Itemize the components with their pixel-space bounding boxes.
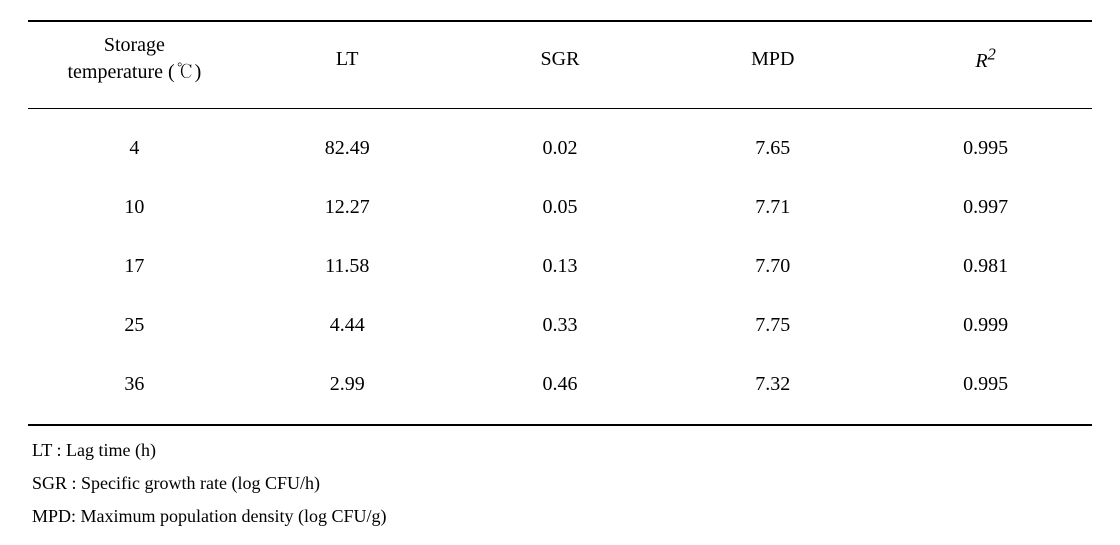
cell-r2: 0.981 — [879, 237, 1092, 296]
col-header-temp: Storage temperature (℃) — [28, 21, 241, 109]
table-row: 25 4.44 0.33 7.75 0.999 — [28, 296, 1092, 355]
cell-mpd: 7.70 — [666, 237, 879, 296]
page-root: Storage temperature (℃) LT SGR MPD R2 — [0, 0, 1120, 545]
data-table: Storage temperature (℃) LT SGR MPD R2 — [28, 20, 1092, 426]
col-header-r2: R2 — [879, 21, 1092, 109]
cell-temp: 10 — [28, 178, 241, 237]
cell-lt: 4.44 — [241, 296, 454, 355]
cell-sgr: 0.02 — [454, 109, 667, 179]
cell-r2: 0.995 — [879, 109, 1092, 179]
footnote-lt: LT : Lag time (h) — [32, 436, 1092, 465]
cell-lt: 82.49 — [241, 109, 454, 179]
table-row: 17 11.58 0.13 7.70 0.981 — [28, 237, 1092, 296]
footnote-sgr: SGR : Specific growth rate (log CFU/h) — [32, 469, 1092, 498]
table-row: 10 12.27 0.05 7.71 0.997 — [28, 178, 1092, 237]
cell-lt: 2.99 — [241, 355, 454, 425]
col-header-sgr: SGR — [454, 21, 667, 109]
col-header-r2-text: R2 — [975, 50, 996, 72]
cell-r2: 0.997 — [879, 178, 1092, 237]
cell-r2: 0.999 — [879, 296, 1092, 355]
cell-temp: 36 — [28, 355, 241, 425]
cell-sgr: 0.05 — [454, 178, 667, 237]
table-row: 36 2.99 0.46 7.32 0.995 — [28, 355, 1092, 425]
cell-temp: 4 — [28, 109, 241, 179]
footnote-mpd: MPD: Maximum population density (log CFU… — [32, 502, 1092, 531]
cell-mpd: 7.75 — [666, 296, 879, 355]
cell-mpd: 7.65 — [666, 109, 879, 179]
footnotes: LT : Lag time (h) SGR : Specific growth … — [28, 436, 1092, 530]
cell-lt: 11.58 — [241, 237, 454, 296]
cell-temp: 25 — [28, 296, 241, 355]
table-body: 4 82.49 0.02 7.65 0.995 10 12.27 0.05 7.… — [28, 109, 1092, 426]
cell-sgr: 0.13 — [454, 237, 667, 296]
table-header-row: Storage temperature (℃) LT SGR MPD R2 — [28, 21, 1092, 109]
cell-temp: 17 — [28, 237, 241, 296]
col-header-temp-line1: Storage — [32, 32, 237, 59]
cell-mpd: 7.32 — [666, 355, 879, 425]
col-header-mpd: MPD — [666, 21, 879, 109]
col-header-mpd-text: MPD — [670, 46, 875, 73]
cell-lt: 12.27 — [241, 178, 454, 237]
cell-mpd: 7.71 — [666, 178, 879, 237]
col-header-lt: LT — [241, 21, 454, 109]
cell-sgr: 0.33 — [454, 296, 667, 355]
col-header-lt-text: LT — [245, 46, 450, 73]
table-row: 4 82.49 0.02 7.65 0.995 — [28, 109, 1092, 179]
cell-r2: 0.995 — [879, 355, 1092, 425]
col-header-sgr-text: SGR — [458, 46, 663, 73]
cell-sgr: 0.46 — [454, 355, 667, 425]
col-header-temp-line2: temperature (℃) — [32, 59, 237, 86]
